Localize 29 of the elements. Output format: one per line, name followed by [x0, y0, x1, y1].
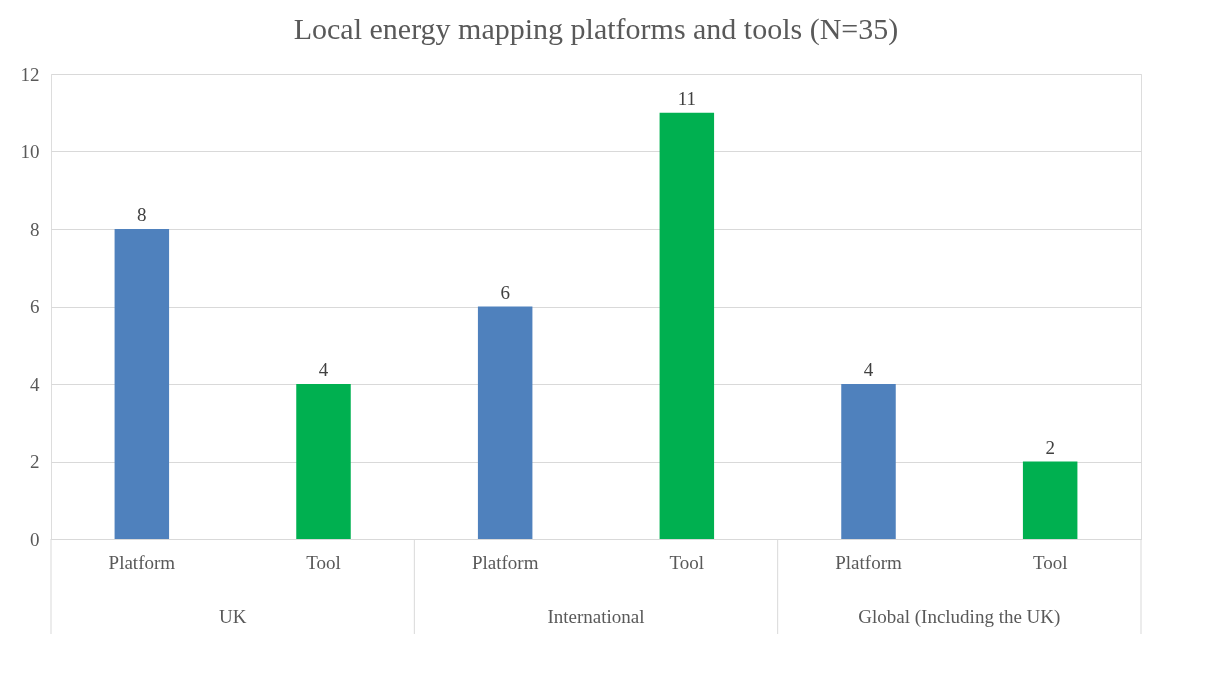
bar: [1022, 461, 1078, 539]
x-tick-label: Tool: [1032, 551, 1068, 573]
bar: [841, 384, 896, 539]
x-tick-label: Platform: [471, 551, 539, 573]
data-label: 2: [1045, 436, 1055, 458]
text: International: [547, 606, 645, 627]
data-label: 8: [137, 204, 147, 225]
data-label: 4: [318, 359, 329, 380]
x-tick-label: Platform: [108, 551, 176, 573]
bar: [296, 384, 351, 539]
data-label: 4: [863, 359, 874, 380]
y-tick-label: 0: [30, 528, 40, 550]
y-tick-label: 12: [20, 63, 40, 85]
text: Global (Including the UK): [858, 606, 1061, 628]
y-tick-label: 8: [30, 218, 40, 240]
bar: [114, 229, 170, 539]
x-tick-label: Platform: [835, 551, 902, 573]
bar: [659, 112, 715, 539]
data-label: 6: [500, 281, 510, 303]
bar: [477, 306, 533, 539]
text: UK: [218, 606, 247, 627]
y-tick-label: 2: [30, 451, 40, 472]
y-tick-label: 6: [30, 296, 40, 317]
y-tick-label: 4: [30, 373, 40, 395]
chart-title: Local energy mapping platforms and tools (N=35): [293, 12, 899, 46]
x-tick-label: Tool: [306, 551, 341, 573]
x-tick-label: Tool: [669, 551, 705, 573]
data-label: 11: [677, 87, 696, 109]
y-tick-label: 10: [20, 141, 40, 162]
